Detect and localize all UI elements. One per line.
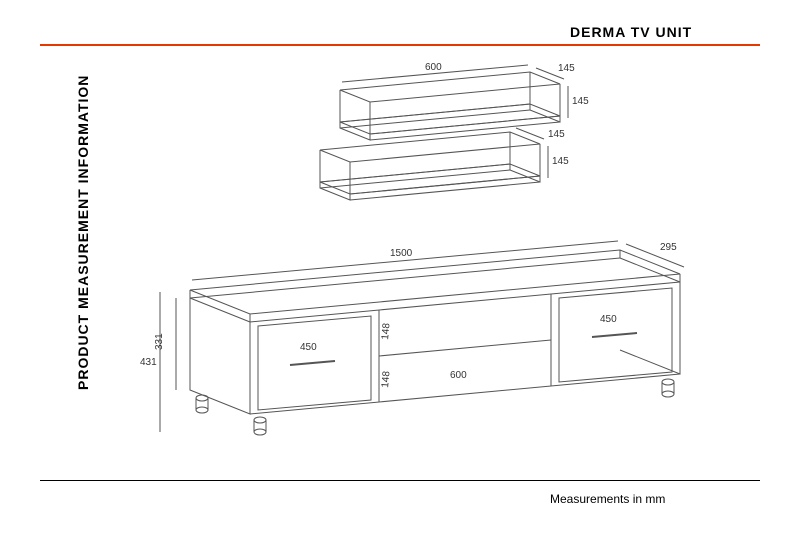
dim-middle-w: 600	[450, 370, 467, 381]
shelf-top	[340, 72, 560, 140]
shelf-bottom	[320, 132, 540, 200]
dim-shelf-depth-bottom: 145	[548, 129, 565, 140]
dim-shelf-height-bottom: 145	[552, 156, 569, 167]
dim-shelf-depth-top: 145	[558, 63, 575, 74]
dim-cabinet-height-body: 331	[154, 333, 165, 350]
dim-shelf-height-top: 145	[572, 96, 589, 107]
dim-cabinet-width: 1500	[390, 248, 413, 259]
footer-note: Measurements in mm	[550, 492, 665, 506]
side-heading: PRODUCT MEASUREMENT INFORMATION	[75, 75, 91, 390]
cabinet	[190, 250, 680, 435]
dim-upper-opening: 148	[380, 322, 392, 340]
dim-cabinet-depth: 295	[660, 242, 677, 253]
dim-right-drawer-w: 450	[600, 314, 617, 325]
product-title: DERMA TV UNIT	[570, 24, 692, 40]
dim-cabinet-height-overall: 431	[140, 357, 157, 368]
dim-lower-opening: 148	[380, 370, 392, 388]
technical-drawing: 600 145 145 145 145	[120, 60, 760, 460]
dim-shelf-width: 600	[425, 62, 442, 73]
diagram-wrap: 600 145 145 145 145	[120, 60, 760, 465]
footer-rule	[40, 480, 760, 481]
dim-left-drawer-w: 450	[300, 342, 317, 353]
page: DERMA TV UNIT PRODUCT MEASUREMENT INFORM…	[0, 0, 800, 533]
shelf-dimensions: 600 145 145 145 145	[342, 62, 589, 178]
header-rule	[40, 44, 760, 46]
